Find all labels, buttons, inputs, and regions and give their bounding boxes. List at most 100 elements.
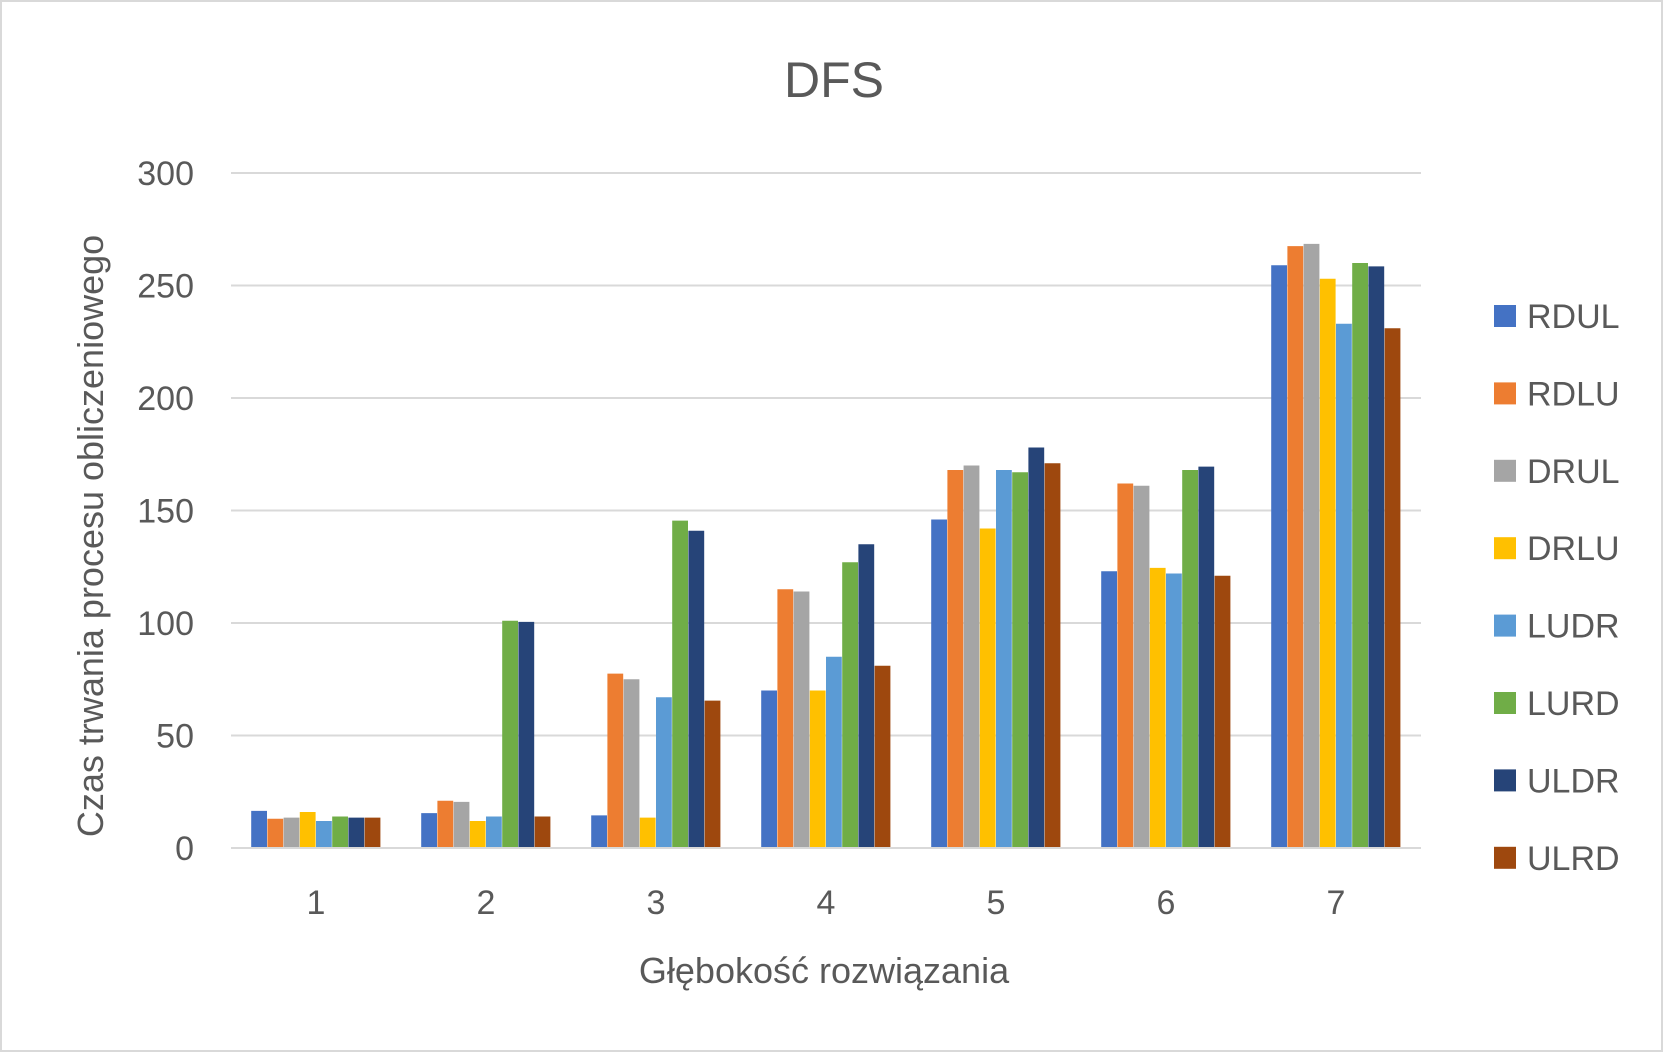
bar-rdul-4	[761, 690, 777, 848]
bar-ulrd-3	[704, 700, 721, 848]
bar-ludr-4	[826, 656, 842, 848]
bar-uldr-6	[1198, 466, 1215, 848]
bar-lurd-5	[1012, 472, 1028, 848]
bar-ulrd-1	[364, 817, 381, 848]
bar-drlu-6	[1149, 567, 1166, 848]
bar-ludr-3	[656, 697, 672, 848]
y-tick-label: 250	[137, 268, 194, 306]
bar-drlu-2	[469, 821, 486, 848]
y-tick-label: 150	[137, 493, 194, 531]
bar-drul-6	[1133, 485, 1150, 848]
x-tick-label: 2	[477, 884, 496, 922]
bar-uldr-7	[1368, 266, 1385, 848]
x-tick-label: 5	[987, 884, 1006, 922]
bar-lurd-1	[332, 816, 348, 848]
bar-ulrd-4	[874, 665, 891, 848]
bar-ludr-5	[996, 470, 1012, 848]
bar-lurd-6	[1182, 470, 1198, 848]
bar-drul-1	[283, 817, 300, 848]
y-axis-title: Czas trwania procesu obliczeniowego	[70, 235, 111, 837]
bar-rdlu-1	[267, 818, 284, 848]
bar-rdlu-3	[607, 673, 624, 848]
bar-drul-3	[623, 679, 640, 848]
legend-label: DRUL	[1527, 453, 1620, 491]
chart-title: DFS	[784, 52, 884, 108]
legend-label: RDUL	[1527, 298, 1620, 336]
bar-ulrd-6	[1214, 575, 1231, 848]
legend-swatch	[1494, 769, 1516, 792]
bar-ulrd-5	[1044, 463, 1061, 848]
y-tick-label: 50	[156, 718, 194, 756]
legend-label: DRLU	[1527, 530, 1620, 568]
bar-rdlu-6	[1117, 483, 1134, 848]
bar-uldr-1	[348, 817, 365, 848]
legend-label: ULDR	[1527, 762, 1620, 800]
bar-rdlu-7	[1287, 246, 1304, 848]
bar-drlu-5	[979, 528, 996, 848]
bar-drul-5	[963, 465, 980, 848]
y-tick-label: 200	[137, 380, 194, 418]
x-axis-tick-labels: 1 2 3 4 5 6 7	[307, 884, 1346, 922]
x-tick-label: 6	[1157, 884, 1176, 922]
gridlines	[231, 172, 1421, 737]
legend-label: LUDR	[1527, 608, 1620, 646]
bar-lurd-7	[1352, 263, 1368, 848]
bar-lurd-3	[672, 520, 688, 848]
bar-rdul-6	[1101, 571, 1117, 848]
legend: RDUL RDLU DRUL DRLU LUDR LURD ULDR ULRD	[1494, 298, 1620, 878]
bar-drlu-7	[1319, 278, 1336, 848]
legend-item-lurd: LURD	[1494, 685, 1620, 723]
bar-rdlu-5	[947, 470, 964, 848]
legend-item-drlu: DRLU	[1494, 530, 1620, 568]
x-tick-label: 3	[647, 884, 666, 922]
x-tick-label: 4	[817, 884, 836, 922]
bar-rdul-7	[1271, 265, 1287, 848]
legend-swatch	[1494, 459, 1516, 482]
legend-swatch	[1494, 305, 1516, 327]
bar-uldr-2	[518, 621, 535, 848]
bar-drul-4	[793, 591, 810, 848]
bars	[251, 243, 1401, 848]
legend-item-uldr: ULDR	[1494, 762, 1620, 800]
legend-label: ULRD	[1527, 840, 1620, 878]
bar-ulrd-7	[1384, 328, 1401, 848]
legend-label: LURD	[1527, 685, 1620, 723]
bar-rdul-5	[931, 519, 947, 848]
bar-lurd-2	[502, 620, 518, 848]
bar-lurd-4	[842, 562, 858, 848]
bar-ludr-6	[1166, 573, 1182, 848]
bar-ludr-7	[1336, 323, 1352, 848]
legend-item-ludr: LUDR	[1494, 608, 1620, 646]
bar-ludr-2	[486, 816, 502, 848]
bar-ulrd-2	[534, 816, 551, 848]
legend-swatch	[1494, 614, 1516, 637]
legend-swatch	[1494, 846, 1516, 869]
bar-uldr-5	[1028, 447, 1045, 848]
bar-rdul-3	[591, 815, 607, 848]
bar-drul-7	[1303, 243, 1320, 848]
legend-item-drul: DRUL	[1494, 453, 1620, 491]
bar-drul-2	[453, 801, 470, 848]
legend-item-rdul: RDUL	[1494, 298, 1620, 336]
legend-swatch	[1494, 537, 1516, 560]
legend-swatch	[1494, 382, 1516, 405]
bar-drlu-3	[639, 817, 656, 848]
y-tick-label: 100	[137, 605, 194, 643]
x-tick-label: 7	[1327, 884, 1346, 922]
legend-swatch	[1494, 692, 1516, 714]
bar-rdlu-2	[437, 800, 454, 848]
legend-label: RDLU	[1527, 375, 1620, 413]
legend-item-rdlu: RDLU	[1494, 375, 1620, 413]
bar-ludr-1	[316, 821, 332, 848]
bar-rdlu-4	[777, 589, 794, 848]
x-axis-title: Głębokość rozwiązania	[639, 950, 1010, 991]
x-tick-label: 1	[307, 884, 326, 922]
bar-drlu-4	[809, 690, 826, 848]
y-tick-label: 300	[137, 155, 194, 193]
y-tick-label: 0	[175, 830, 194, 868]
bar-rdul-2	[421, 813, 437, 848]
legend-item-ulrd: ULRD	[1494, 840, 1620, 878]
bar-drlu-1	[299, 812, 316, 848]
